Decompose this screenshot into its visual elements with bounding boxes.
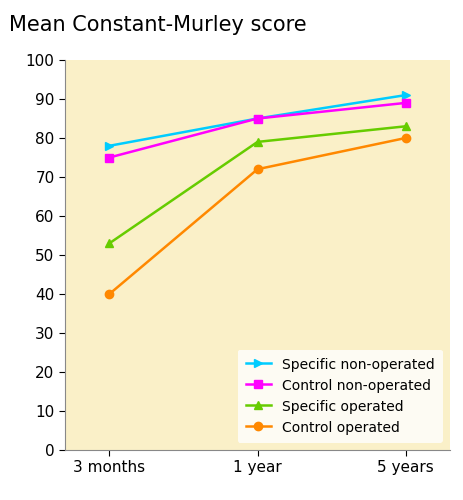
Control non-operated xyxy=(402,100,407,106)
Control non-operated xyxy=(254,116,260,121)
Specific operated xyxy=(254,139,260,145)
Specific operated xyxy=(402,124,407,130)
Line: Specific non-operated: Specific non-operated xyxy=(105,91,409,150)
Control operated xyxy=(402,135,407,141)
Specific operated xyxy=(106,240,112,246)
Line: Specific operated: Specific operated xyxy=(105,122,409,248)
Line: Control non-operated: Control non-operated xyxy=(105,98,409,162)
Legend: Specific non-operated, Control non-operated, Specific operated, Control operated: Specific non-operated, Control non-opera… xyxy=(237,350,442,443)
Specific non-operated xyxy=(106,143,112,149)
Text: Mean Constant-Murley score: Mean Constant-Murley score xyxy=(9,15,306,35)
Line: Control operated: Control operated xyxy=(105,134,409,298)
Control non-operated xyxy=(106,154,112,160)
Specific non-operated xyxy=(254,116,260,121)
Control operated xyxy=(254,166,260,172)
Specific non-operated xyxy=(402,92,407,98)
Control operated xyxy=(106,291,112,297)
